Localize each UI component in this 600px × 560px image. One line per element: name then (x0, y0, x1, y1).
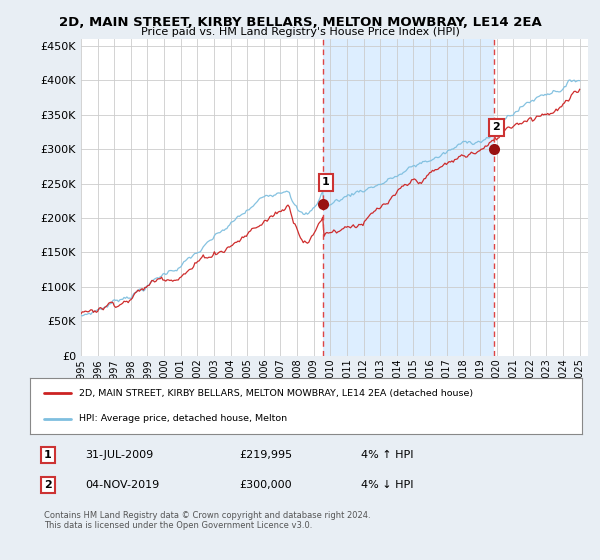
Text: 2: 2 (493, 122, 500, 132)
Text: 4% ↑ HPI: 4% ↑ HPI (361, 450, 414, 460)
Text: £219,995: £219,995 (240, 450, 293, 460)
Text: 1: 1 (44, 450, 52, 460)
Text: £300,000: £300,000 (240, 480, 292, 490)
Text: 2D, MAIN STREET, KIRBY BELLARS, MELTON MOWBRAY, LE14 2EA: 2D, MAIN STREET, KIRBY BELLARS, MELTON M… (59, 16, 541, 29)
Text: 1: 1 (322, 178, 330, 187)
Text: 2D, MAIN STREET, KIRBY BELLARS, MELTON MOWBRAY, LE14 2EA (detached house): 2D, MAIN STREET, KIRBY BELLARS, MELTON M… (79, 389, 473, 398)
Text: 4% ↓ HPI: 4% ↓ HPI (361, 480, 414, 490)
Bar (323, 39, 494, 356)
Text: Price paid vs. HM Land Registry's House Price Index (HPI): Price paid vs. HM Land Registry's House … (140, 27, 460, 37)
Text: HPI: Average price, detached house, Melton: HPI: Average price, detached house, Melt… (79, 414, 287, 423)
Text: 31-JUL-2009: 31-JUL-2009 (85, 450, 154, 460)
Text: 04-NOV-2019: 04-NOV-2019 (85, 480, 160, 490)
Text: Contains HM Land Registry data © Crown copyright and database right 2024.
This d: Contains HM Land Registry data © Crown c… (44, 511, 370, 530)
Text: 2: 2 (44, 480, 52, 490)
